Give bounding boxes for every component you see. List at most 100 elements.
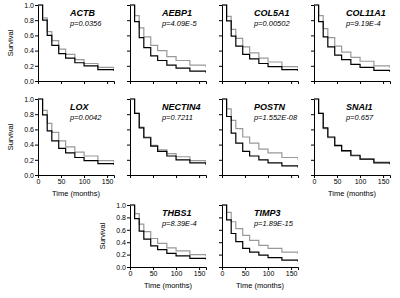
y-tick <box>311 160 314 161</box>
y-tick <box>127 145 130 146</box>
y-tick <box>219 267 222 268</box>
survival-curve <box>314 99 390 164</box>
p-value: p=0.0042 <box>69 113 102 122</box>
x-axis <box>131 81 207 84</box>
plot-area <box>314 5 390 72</box>
x-tick-mark <box>153 175 154 178</box>
y-tick-mark <box>127 81 130 82</box>
plot-area <box>130 205 206 260</box>
y-tick-mark <box>219 255 222 256</box>
y-axis: 0.00.20.40.60.81.0 <box>24 2 38 85</box>
y-tick-mark <box>219 99 222 100</box>
survival-curve <box>38 99 114 165</box>
y-axis <box>219 100 223 176</box>
y-axis <box>219 6 223 82</box>
y-tick-mark <box>219 175 222 176</box>
x-axis <box>131 175 207 178</box>
y-tick <box>219 35 222 36</box>
x-tick: 50 <box>150 267 158 277</box>
panel-title: NECTIN4 <box>162 102 201 112</box>
x-axis-line <box>39 82 115 85</box>
y-tick-mark <box>219 242 222 243</box>
y-tick-mark <box>35 160 38 161</box>
x-tick <box>199 175 200 178</box>
y-axis-line <box>127 206 131 268</box>
p-value: p=0.7211 <box>161 113 193 122</box>
panel-title: LOX <box>70 102 89 112</box>
x-tick-label: 100 <box>79 178 91 185</box>
y-tick-mark <box>311 145 314 146</box>
survival-curve <box>222 205 298 254</box>
panel: POSTNp=1.552E-08 <box>219 99 299 178</box>
y-tick-label: 0.4 <box>24 141 34 148</box>
x-tick <box>153 175 154 178</box>
y-tick <box>219 81 222 82</box>
x-axis: 0 50 100 150 <box>221 267 299 277</box>
y-tick-mark <box>127 5 130 6</box>
y-tick-mark <box>35 99 38 100</box>
survival-curve <box>130 99 206 165</box>
p-value: p=1.89E-15 <box>253 219 294 228</box>
y-tick-mark <box>127 160 130 161</box>
y-tick-mark <box>127 217 130 218</box>
y-tick: 0.4 <box>24 141 38 148</box>
x-tick <box>84 81 85 84</box>
y-tick <box>311 99 314 100</box>
x-tick-label: 100 <box>263 270 275 277</box>
x-tick-label: 0 <box>313 178 317 185</box>
y-tick-label: 0.0 <box>24 172 34 179</box>
y-tick <box>127 81 130 82</box>
p-value: p=4.09E-5 <box>161 19 198 28</box>
x-axis-line <box>223 176 299 179</box>
y-tick-mark <box>311 20 314 21</box>
y-tick-mark <box>219 81 222 82</box>
x-tick-label: 0 <box>129 270 133 277</box>
y-tick-label: 0.6 <box>24 32 34 39</box>
y-tick <box>127 20 130 21</box>
x-tick <box>383 81 384 84</box>
y-tick <box>219 230 222 231</box>
survival-curve <box>130 99 206 163</box>
x-tick-label: 0 <box>221 270 225 277</box>
p-value: p=0.00502 <box>253 19 290 28</box>
panel-title: POSTN <box>254 102 286 112</box>
y-tick <box>219 242 222 243</box>
y-tick-mark <box>219 145 222 146</box>
y-tick <box>219 5 222 6</box>
x-tick-label: 100 <box>171 270 183 277</box>
y-tick <box>311 81 314 82</box>
y-tick-mark <box>311 35 314 36</box>
panel-title: COL11A1 <box>346 8 386 18</box>
y-tick-label: 1.0 <box>24 2 34 9</box>
p-value: p=0.657 <box>345 113 374 122</box>
y-tick-mark <box>219 160 222 161</box>
x-tick <box>291 175 292 178</box>
x-tick-mark <box>337 81 338 84</box>
x-tick-mark <box>291 81 292 84</box>
y-tick: 0.2 <box>116 251 130 258</box>
y-tick-mark <box>311 160 314 161</box>
y-tick <box>219 255 222 256</box>
y-tick-mark <box>127 230 130 231</box>
figure: 0.00.20.40.60.81.0ACTBp=0.0356SurvivalAE… <box>0 0 400 298</box>
x-tick <box>360 81 361 84</box>
x-tick-mark <box>153 81 154 84</box>
x-axis-title: Time (months) <box>144 281 193 290</box>
x-tick: 150 <box>286 267 298 277</box>
y-tick <box>311 66 314 67</box>
x-tick: 50 <box>334 175 342 185</box>
y-tick <box>127 99 130 100</box>
y-axis-line <box>127 6 131 82</box>
panel-title: THBS1 <box>162 208 192 218</box>
y-axis-line <box>35 100 39 176</box>
y-tick-mark <box>219 114 222 115</box>
y-tick: 0.8 <box>24 17 38 24</box>
y-axis: 0.00.20.40.60.81.0 <box>24 96 38 179</box>
y-tick-mark <box>127 114 130 115</box>
x-axis <box>223 81 299 84</box>
x-tick-label: 50 <box>242 270 250 277</box>
y-axis-line <box>219 206 223 268</box>
y-tick-mark <box>219 129 222 130</box>
x-tick: 150 <box>378 175 390 185</box>
panel-title: AEBP1 <box>161 8 192 18</box>
